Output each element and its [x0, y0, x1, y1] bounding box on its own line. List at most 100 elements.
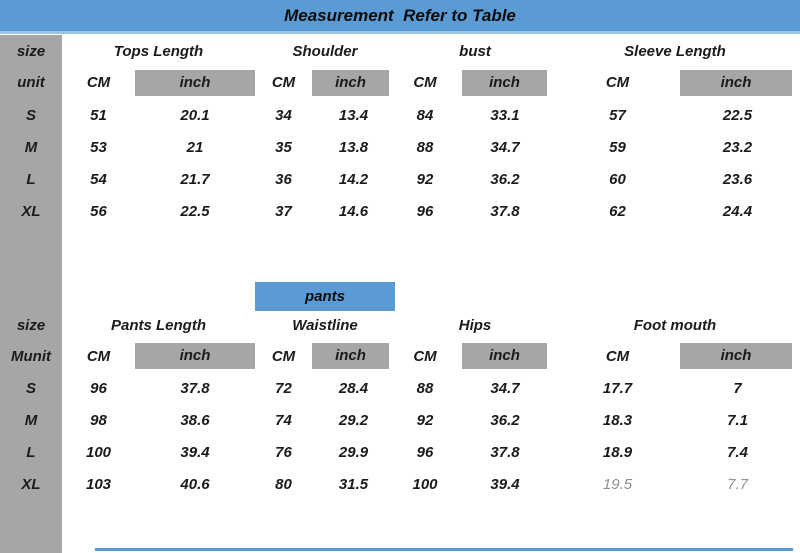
unit-inch-cell: inch [455, 66, 555, 99]
measurement-value-cell: 74 [275, 411, 292, 429]
size-value-label: S [25, 379, 36, 397]
table-row: size Pants Length Waistline Hips Foot mouth [0, 310, 800, 340]
size-value-label: M [24, 411, 38, 429]
unit-cm-cell: CM [86, 74, 111, 91]
bottom-accent-line [95, 548, 793, 551]
table-row: L 54 21.7 36 14.2 92 36.2 60 23.6 [0, 163, 800, 195]
measurement-value-cell: 14.6 [338, 202, 369, 220]
measurement-value-cell: 98 [90, 411, 107, 429]
size-value-label: S [25, 106, 36, 124]
measurement-value-cell: 37.8 [180, 379, 210, 397]
column-group-header: Sleeve Length [624, 42, 726, 60]
measurement-value-cell: 36 [275, 170, 292, 188]
unit-cm-cell: CM [86, 347, 111, 365]
table-row: S 51 20.1 34 13.4 84 33.1 57 22.5 [0, 99, 800, 131]
table-row: XL 56 22.5 37 14.6 96 37.8 62 24.4 [0, 195, 800, 227]
column-group-header: Tops Length [113, 42, 204, 60]
unit-inch-cell: inch [680, 340, 795, 372]
unit-inch-highlight: inch [135, 343, 255, 369]
measurement-value-cell: 76 [275, 443, 292, 461]
measurement-value-cell: 37.8 [490, 202, 520, 220]
measurement-value-cell: 18.9 [602, 443, 633, 461]
measurement-value-cell: 57 [609, 106, 626, 124]
table-row: S 96 37.8 72 28.4 88 34.7 17.7 7 [0, 372, 800, 404]
measurement-value-cell: 33.1 [490, 106, 520, 124]
column-group-header: Shoulder [292, 42, 358, 60]
measurement-value-cell: 56 [90, 202, 107, 220]
measurement-value-cell: 80 [275, 475, 292, 493]
pants-section-header: pants [255, 282, 395, 311]
measurement-value-cell: 100 [85, 443, 112, 461]
unit-inch-highlight: inch [680, 69, 792, 96]
header-bar: Measurement Refer to Table [0, 0, 800, 34]
unit-inch-cell: inch [312, 340, 395, 372]
measurement-value-cell: 96 [416, 443, 434, 461]
unit-cm-cell: CM [271, 347, 296, 365]
measurement-value-cell: 22.5 [180, 202, 210, 220]
measurement-value-cell: 88 [416, 379, 434, 397]
measurement-value-cell: 7.7 [727, 475, 748, 493]
measurement-value-cell: 14.2 [338, 170, 369, 188]
pants-label: pants [304, 288, 345, 305]
column-group-header: bust [459, 42, 491, 60]
unit-inch-highlight: inch [312, 343, 389, 369]
unit-inch-cell: inch [312, 66, 395, 99]
unit-inch-cell: inch [135, 66, 255, 99]
measurement-value-cell: 37.8 [490, 443, 520, 461]
measurement-value-cell: 23.2 [722, 138, 753, 156]
measurement-value-cell: 51 [90, 106, 107, 124]
measurement-value-cell: 7 [733, 379, 742, 397]
table-row: M 98 38.6 74 29.2 92 36.2 18.3 7.1 [0, 404, 800, 436]
unit-inch-cell: inch [135, 340, 255, 372]
measurement-value-cell: 72 [275, 379, 292, 397]
size-value-label: L [26, 443, 36, 461]
measurement-value-cell: 38.6 [180, 411, 210, 429]
measurement-value-cell: 40.6 [180, 475, 210, 493]
table-row: size Tops Length Shoulder bust Sleeve Length [0, 36, 800, 66]
size-value-label: XL [21, 475, 41, 493]
measurement-value-cell: 19.5 [602, 475, 633, 493]
measurement-value-cell: 36.2 [490, 411, 520, 429]
measurement-value-cell: 84 [416, 106, 434, 124]
unit-inch-highlight: inch [462, 69, 547, 96]
size-row-label: size [16, 42, 46, 60]
measurement-value-cell: 17.7 [602, 379, 633, 397]
measurement-value-cell: 39.4 [490, 475, 520, 493]
measurement-value-cell: 103 [85, 475, 112, 493]
column-group-header: Foot mouth [633, 316, 717, 334]
unit-inch-highlight: inch [135, 69, 255, 96]
unit-cm-cell: CM [271, 74, 296, 91]
unit-inch-cell: inch [680, 66, 795, 99]
size-value-label: XL [21, 202, 41, 220]
measurement-value-cell: 7.4 [727, 443, 748, 461]
measurement-value-cell: 31.5 [338, 475, 369, 493]
unit-inch-highlight: inch [462, 343, 547, 369]
measurement-value-cell: 36.2 [490, 170, 520, 188]
size-value-label: M [24, 138, 38, 156]
unit-inch-highlight: inch [312, 69, 389, 96]
column-group-header: Waistline [292, 316, 358, 334]
measurement-value-cell: 34.7 [490, 379, 520, 397]
measurement-value-cell: 34.7 [490, 138, 520, 156]
measurement-value-cell: 18.3 [602, 411, 633, 429]
measurement-value-cell: 29.9 [338, 443, 369, 461]
measurement-value-cell: 29.2 [338, 411, 369, 429]
table-row: M 53 21 35 13.8 88 34.7 59 23.2 [0, 131, 800, 163]
measurement-value-cell: 28.4 [338, 379, 369, 397]
unit-cm-cell: CM [605, 74, 630, 91]
measurement-value-cell: 62 [609, 202, 626, 220]
size-row-label: size [16, 316, 46, 334]
column-group-header: Hips [458, 316, 492, 334]
measurement-value-cell: 96 [416, 202, 434, 220]
table-row: Munit CM inch CM inch CM inch CM inch [0, 340, 800, 372]
measurement-value-cell: 92 [416, 170, 434, 188]
measurement-value-cell: 60 [609, 170, 626, 188]
size-value-label: L [26, 170, 36, 188]
measurement-value-cell: 23.6 [722, 170, 753, 188]
measurement-value-cell: 53 [90, 138, 107, 156]
measurement-value-cell: 13.8 [338, 138, 369, 156]
measurement-value-cell: 22.5 [722, 106, 753, 124]
table-row: unit CM inch CM inch CM inch CM inch [0, 66, 800, 99]
unit-row-label: Munit [11, 347, 51, 365]
unit-inch-highlight: inch [680, 343, 792, 369]
